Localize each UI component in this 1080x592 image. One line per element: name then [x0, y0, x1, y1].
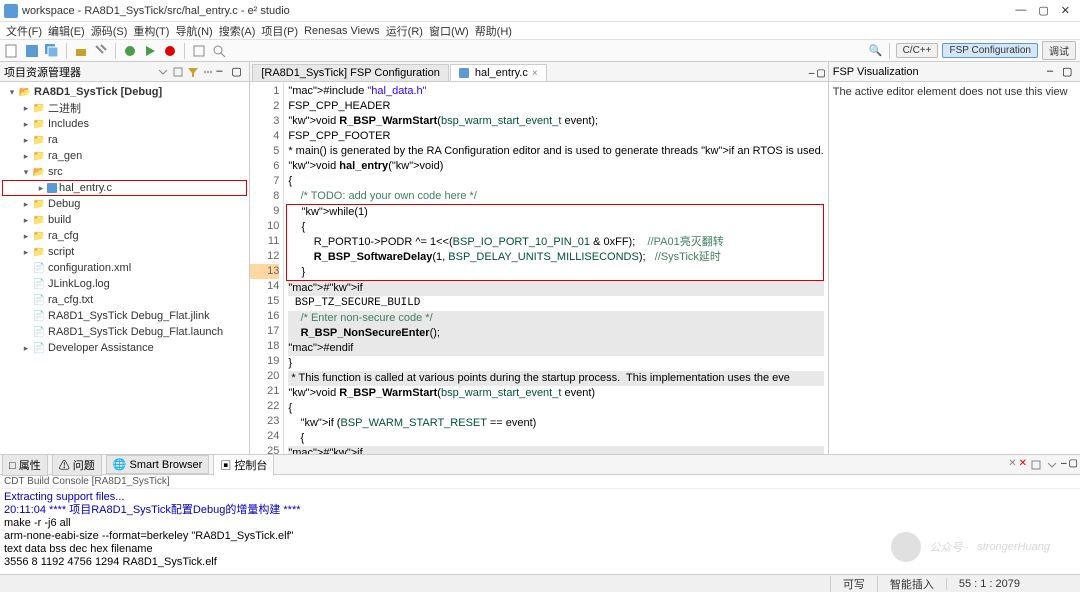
- tree-item[interactable]: configuration.xml: [2, 260, 247, 276]
- menu-icon[interactable]: [201, 65, 215, 79]
- fsp-visualization-view: FSP Visualization ‒ ▢ The active editor …: [828, 62, 1080, 454]
- rightview-message: The active editor element does not use t…: [829, 82, 1080, 102]
- tree-item[interactable]: ▸ra: [2, 132, 247, 148]
- tree-item[interactable]: JLinkLog.log: [2, 276, 247, 292]
- line-gutter[interactable]: 1234567891011121314151617181920212223242…: [250, 82, 284, 454]
- build-icon[interactable]: [73, 43, 89, 59]
- menu-item[interactable]: 文件(F): [4, 23, 44, 39]
- titlebar: workspace - RA8D1_SysTick/src/hal_entry.…: [0, 0, 1080, 22]
- tree-item[interactable]: RA8D1_SysTick Debug_Flat.launch: [2, 324, 247, 340]
- c-file-icon: [459, 68, 469, 78]
- tree-root[interactable]: ▾RA8D1_SysTick [Debug]: [2, 84, 247, 100]
- console-clear-icon[interactable]: ✕: [1019, 458, 1027, 472]
- bottom-tab[interactable]: 🌐 Smart Browser: [106, 455, 210, 474]
- menu-item[interactable]: 导航(N): [173, 23, 214, 39]
- console-output[interactable]: Extracting support files...20:11:04 ****…: [0, 489, 1080, 574]
- menu-item[interactable]: 源码(S): [89, 23, 130, 39]
- menu-item[interactable]: Renesas Views: [302, 25, 382, 37]
- collapse-icon[interactable]: [156, 65, 170, 79]
- minimize-view-icon[interactable]: ‒: [1061, 458, 1067, 472]
- minimize-editor-icon[interactable]: ‒: [809, 68, 815, 79]
- console-pin-icon[interactable]: ✕: [1008, 458, 1016, 472]
- minimize-button[interactable]: —: [1015, 4, 1026, 17]
- bottom-tabs: □ 属性⚠ 问题🌐 Smart Browser▣ 控制台 ✕ ✕ ‒ ▢: [0, 455, 1080, 475]
- code-editor[interactable]: "mac">#include "hal_data.h"FSP_CPP_HEADE…: [284, 82, 827, 454]
- minimize-view-icon[interactable]: ‒: [216, 65, 230, 79]
- bottom-tab[interactable]: ▣ 控制台: [213, 454, 274, 476]
- tree-item[interactable]: ▸Developer Assistance: [2, 340, 247, 356]
- maximize-button[interactable]: ▢: [1038, 4, 1048, 17]
- tree-item[interactable]: ▸ra_gen: [2, 148, 247, 164]
- main-area: 项目资源管理器 ‒ ▢ ▾RA8D1_SysTick [Debug]▸二进制▸I…: [0, 62, 1080, 454]
- maximize-editor-icon[interactable]: ▢: [816, 68, 825, 79]
- tree-item[interactable]: ▾src: [2, 164, 247, 180]
- menu-item[interactable]: 项目(P): [259, 23, 300, 39]
- perspective-debug[interactable]: 调试: [1042, 41, 1076, 60]
- tab-fsp-config[interactable]: [RA8D1_SysTick] FSP Configuration: [252, 64, 449, 81]
- menu-item[interactable]: 窗口(W): [427, 23, 471, 39]
- tree-item[interactable]: ra_cfg.txt: [2, 292, 247, 308]
- close-button[interactable]: ✕: [1061, 4, 1070, 17]
- search-icon[interactable]: [211, 43, 227, 59]
- main-toolbar: 🔍 C/C++ FSP Configuration 调试: [0, 40, 1080, 62]
- save-all-icon[interactable]: [44, 43, 60, 59]
- menubar: 文件(F)编辑(E)源码(S)重构(T)导航(N)搜索(A)项目(P)Renes…: [0, 22, 1080, 40]
- project-tree[interactable]: ▾RA8D1_SysTick [Debug]▸二进制▸Includes▸ra▸r…: [0, 82, 249, 454]
- console-title: CDT Build Console [RA8D1_SysTick]: [0, 475, 1080, 489]
- menu-item[interactable]: 重构(T): [131, 23, 171, 39]
- perspective-fsp[interactable]: FSP Configuration: [942, 43, 1038, 58]
- bottom-tab[interactable]: ⚠ 问题: [52, 454, 102, 476]
- tree-item[interactable]: ▸build: [2, 212, 247, 228]
- tree-item[interactable]: ▸ra_cfg: [2, 228, 247, 244]
- tree-item[interactable]: ▸hal_entry.c: [2, 180, 247, 196]
- hammer-icon[interactable]: [93, 43, 109, 59]
- link-icon[interactable]: [171, 65, 185, 79]
- window-title: workspace - RA8D1_SysTick/src/hal_entry.…: [22, 5, 1015, 17]
- menu-item[interactable]: 帮助(H): [473, 23, 514, 39]
- tree-item[interactable]: ▸Debug: [2, 196, 247, 212]
- new-icon[interactable]: [4, 43, 20, 59]
- maximize-view-icon[interactable]: ▢: [231, 65, 245, 79]
- editor-area: [RA8D1_SysTick] FSP Configuration hal_en…: [250, 62, 827, 454]
- minimize-view-icon[interactable]: ‒: [1047, 65, 1061, 79]
- maximize-view-icon[interactable]: ▢: [1069, 458, 1078, 472]
- run-icon[interactable]: [142, 43, 158, 59]
- menu-item[interactable]: 编辑(E): [46, 23, 87, 39]
- console-select-icon[interactable]: [1045, 458, 1059, 472]
- filter-icon[interactable]: [186, 65, 200, 79]
- maximize-view-icon[interactable]: ▢: [1062, 65, 1076, 79]
- menu-item[interactable]: 运行(R): [384, 23, 425, 39]
- quick-access[interactable]: 🔍: [869, 44, 883, 57]
- tree-item[interactable]: ▸二进制: [2, 100, 247, 116]
- tree-item[interactable]: RA8D1_SysTick Debug_Flat.jlink: [2, 308, 247, 324]
- tab-label: hal_entry.c: [475, 67, 528, 79]
- editor-tabs: [RA8D1_SysTick] FSP Configuration hal_en…: [250, 62, 827, 82]
- close-icon[interactable]: ×: [532, 68, 538, 79]
- bottom-tab[interactable]: □ 属性: [2, 454, 48, 476]
- menu-item[interactable]: 搜索(A): [217, 23, 258, 39]
- explorer-title: 项目资源管理器: [4, 64, 154, 80]
- bottom-panel: □ 属性⚠ 问题🌐 Smart Browser▣ 控制台 ✕ ✕ ‒ ▢ CDT…: [0, 454, 1080, 574]
- tab-hal-entry[interactable]: hal_entry.c ×: [450, 64, 547, 81]
- rightview-title: FSP Visualization: [833, 66, 1045, 78]
- tab-label: [RA8D1_SysTick] FSP Configuration: [261, 67, 440, 79]
- tree-item[interactable]: ▸Includes: [2, 116, 247, 132]
- debug-icon[interactable]: [122, 43, 138, 59]
- statusbar: 可写 智能插入 55 : 1 : 2079: [0, 574, 1080, 592]
- console-scroll-icon[interactable]: [1029, 458, 1043, 472]
- launch-icon[interactable]: [162, 43, 178, 59]
- tool-icon[interactable]: [191, 43, 207, 59]
- project-explorer: 项目资源管理器 ‒ ▢ ▾RA8D1_SysTick [Debug]▸二进制▸I…: [0, 62, 250, 454]
- perspective-cpp[interactable]: C/C++: [896, 43, 939, 58]
- app-icon: [4, 4, 18, 18]
- tree-item[interactable]: ▸script: [2, 244, 247, 260]
- save-icon[interactable]: [24, 43, 40, 59]
